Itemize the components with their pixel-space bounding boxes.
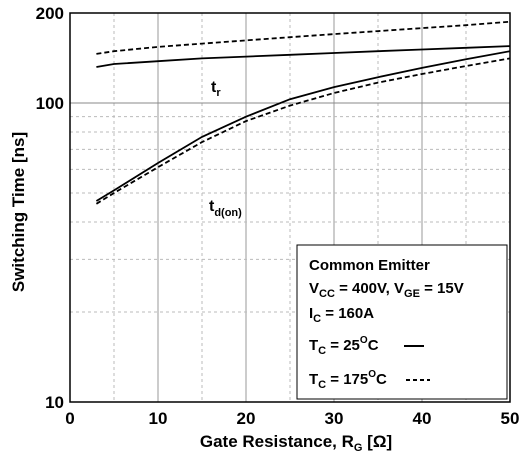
x-tick-label: 20 [237, 409, 256, 428]
series-line-1 [96, 20, 511, 55]
x-tick-label: 10 [149, 409, 168, 428]
x-tick-label: 50 [501, 409, 520, 428]
series-group [95, 20, 511, 205]
x-tick-label: 0 [65, 409, 74, 428]
td-on-annotation: td(on) [209, 198, 242, 219]
legend-temp-25: TC = 25OC [309, 335, 379, 357]
legend-title: Common Emitter [309, 257, 430, 274]
legend-box [296, 244, 508, 400]
tr-annotation: tr [211, 79, 221, 99]
x-tick-label: 40 [413, 409, 432, 428]
x-axis-label: Gate Resistance, RG [Ω] [200, 432, 392, 454]
legend-temp-175: TC = 175OC [309, 369, 387, 391]
y-tick-label: 10 [45, 393, 64, 412]
y-axis-label: Switching Time [ns] [9, 132, 28, 292]
plot-frame [69, 12, 511, 403]
y-tick-label: 100 [36, 94, 64, 113]
legend-voltage: VCC = 400V, VGE = 15V [309, 280, 464, 300]
legend-current: IC = 160A [309, 305, 374, 325]
x-tick-label: 30 [325, 409, 344, 428]
series-line-3 [95, 57, 511, 205]
legend: Common Emitter VCC = 400V, VGE = 15V IC … [296, 244, 508, 400]
series-line-0 [96, 45, 511, 68]
series-line-2 [95, 50, 511, 202]
y-tick-label: 200 [36, 4, 64, 23]
